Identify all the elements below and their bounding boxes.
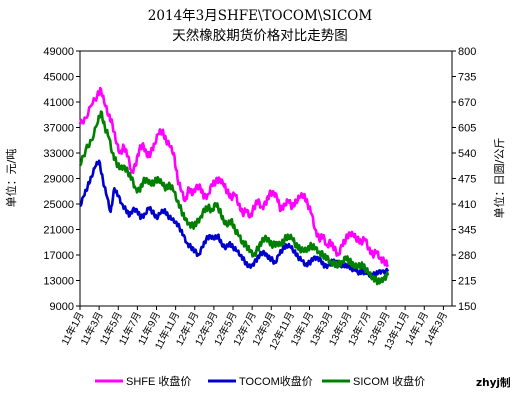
- y-left-tick-label: 21000: [43, 225, 74, 237]
- y-left-tick-label: 13000: [43, 276, 74, 288]
- legend-item-sicom: SICOM 收盘价: [322, 374, 425, 388]
- y-left-tick-label: 37000: [43, 123, 74, 135]
- y-left-tick-label: 29000: [43, 174, 74, 186]
- legend-label-shfe: SHFE 收盘价: [126, 374, 191, 388]
- y-right-tick-label: 150: [458, 301, 476, 313]
- legend: SHFE 收盘价 TOCOM收盘价 SICOM 收盘价: [95, 374, 425, 388]
- legend-label-sicom: SICOM 收盘价: [353, 374, 425, 388]
- y-left-tick-label: 9000: [50, 301, 74, 313]
- credit-label: zhyj制: [476, 376, 511, 389]
- chart-title: 2014年3月SHFE\TOCOM\SICOM: [148, 8, 373, 24]
- y-left-tick-label: 33000: [43, 148, 74, 160]
- y-right-tick-label: 475: [458, 174, 476, 186]
- y-right-tick-label: 280: [458, 250, 476, 262]
- y-right-tick-label: 540: [458, 148, 476, 160]
- y-right-tick-label: 410: [458, 199, 476, 211]
- series-line-2: [78, 110, 390, 286]
- y-right-tick-label: 800: [458, 46, 476, 58]
- plot-frame: [79, 50, 453, 307]
- y-right-tick-label: 735: [458, 72, 476, 84]
- series-line-1: [79, 159, 390, 279]
- y-left-tick-label: 49000: [43, 46, 74, 58]
- legend-label-tocom: TOCOM收盘价: [239, 374, 313, 388]
- y-right-tick-label: 670: [458, 97, 476, 109]
- y-left-tick-label: 25000: [43, 199, 74, 211]
- y-left-tick-label: 45000: [43, 72, 74, 84]
- y-right-tick-label: 605: [458, 123, 476, 135]
- y-left-tick-label: 17000: [43, 250, 74, 262]
- y-axis-left-label: 单位：元/吨: [4, 149, 18, 208]
- legend-item-tocom: TOCOM收盘价: [208, 374, 313, 388]
- y-left-tick-label: 41000: [43, 97, 74, 109]
- y-axis-right-label: 单位：日圆/公斤: [492, 138, 506, 219]
- plot-area: 9000 13000 17000 21000 25000 29000 33000 37000 4…: [43, 46, 476, 352]
- chart-subtitle: 天然橡胶期货价格对比走势图: [172, 27, 348, 44]
- series-line-0: [78, 86, 390, 268]
- legend-item-shfe: SHFE 收盘价: [95, 374, 191, 388]
- y-right-tick-label: 345: [458, 225, 476, 237]
- y-right-tick-label: 215: [458, 276, 476, 288]
